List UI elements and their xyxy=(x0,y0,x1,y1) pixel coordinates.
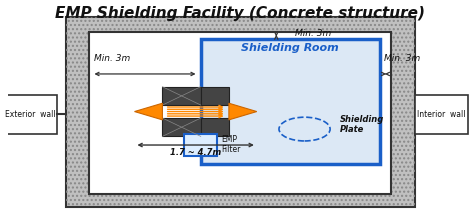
Polygon shape xyxy=(135,103,163,120)
Text: 1.7 ~ 4.7m: 1.7 ~ 4.7m xyxy=(170,148,221,157)
Text: Shielding Room: Shielding Room xyxy=(241,43,339,53)
Text: Min. 3m: Min. 3m xyxy=(94,54,130,63)
Bar xyxy=(201,87,229,105)
Text: EMP Shielding Facility (Concrete structure): EMP Shielding Facility (Concrete structu… xyxy=(55,6,425,21)
Bar xyxy=(3,95,57,134)
Bar xyxy=(89,32,392,194)
Text: EMP
Filter: EMP Filter xyxy=(222,135,241,154)
Bar xyxy=(163,118,201,136)
Bar xyxy=(184,134,217,156)
Text: Interior  wall: Interior wall xyxy=(417,110,465,119)
Text: Shielding
Plate: Shielding Plate xyxy=(339,115,383,135)
Text: Min. 3m: Min. 3m xyxy=(384,54,420,63)
Bar xyxy=(201,118,229,136)
Polygon shape xyxy=(229,103,257,120)
Bar xyxy=(201,39,380,164)
Bar xyxy=(415,95,468,134)
Text: Exterior  wall: Exterior wall xyxy=(5,110,55,119)
Bar xyxy=(66,17,415,207)
Bar xyxy=(163,87,201,105)
Bar xyxy=(66,17,415,207)
Text: Min. 3m: Min. 3m xyxy=(295,29,331,38)
